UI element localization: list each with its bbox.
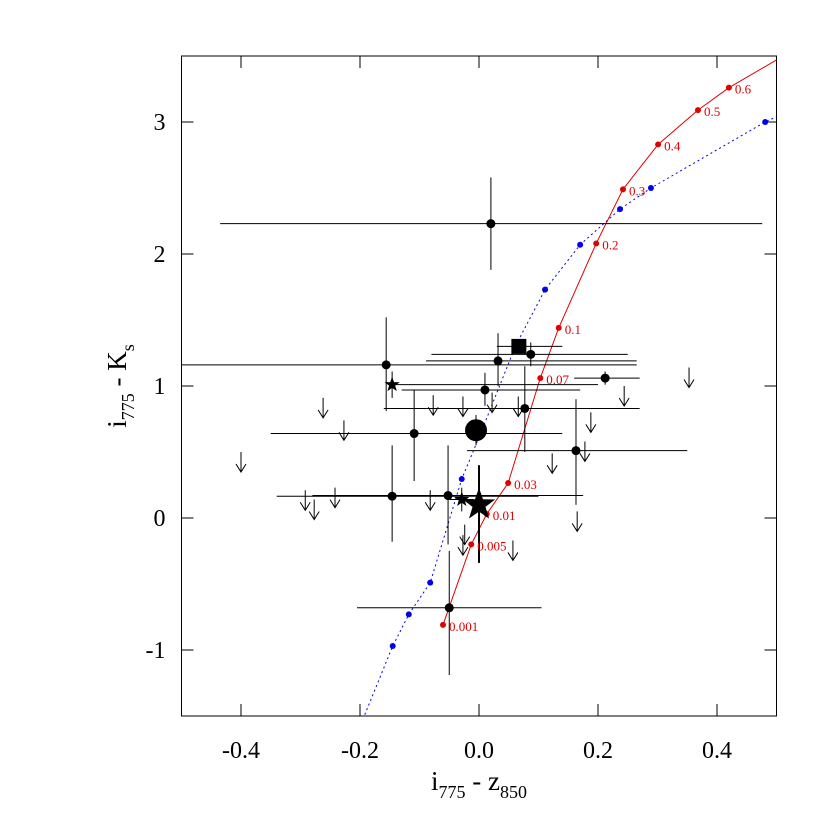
y-tick-label: 2 bbox=[154, 242, 166, 268]
label-sub: 850 bbox=[500, 782, 527, 802]
y-tick-label: 1 bbox=[154, 374, 166, 400]
track-dot bbox=[389, 643, 396, 650]
upper-limit bbox=[235, 452, 247, 473]
label-sub: s bbox=[118, 344, 138, 351]
x-tick-label: -0.2 bbox=[341, 738, 379, 764]
upper-limit bbox=[459, 524, 471, 546]
label-part: i bbox=[431, 766, 439, 796]
upper-limit bbox=[424, 490, 436, 512]
x-axis-label: i775 - z850 bbox=[431, 766, 527, 802]
x-tick-label: 0.2 bbox=[583, 738, 613, 764]
track-dot bbox=[440, 621, 447, 628]
data-point bbox=[454, 491, 470, 506]
upper-limit bbox=[683, 367, 695, 389]
upper-limit bbox=[427, 395, 439, 417]
track-label: 0.001 bbox=[449, 619, 478, 634]
track-dot bbox=[617, 206, 624, 213]
track-dot bbox=[655, 141, 662, 148]
track-dot bbox=[405, 611, 412, 618]
track-dot bbox=[505, 480, 512, 487]
data-point bbox=[384, 376, 400, 392]
track-label: 0.5 bbox=[704, 104, 720, 119]
model-track bbox=[364, 116, 777, 715]
upper-limit bbox=[579, 441, 591, 463]
label-part: i bbox=[102, 420, 132, 428]
track-dot bbox=[458, 476, 465, 483]
upper-limit bbox=[308, 499, 320, 521]
upper-limit bbox=[457, 396, 469, 418]
x-tick-label: 0.0 bbox=[464, 738, 494, 764]
data-point bbox=[511, 338, 527, 354]
track-dot bbox=[647, 185, 654, 191]
track-dot bbox=[537, 375, 544, 382]
data-point bbox=[387, 491, 397, 501]
track-label: 0.07 bbox=[546, 372, 569, 387]
track-dot bbox=[593, 240, 600, 247]
data-point bbox=[486, 219, 496, 229]
data-point bbox=[409, 429, 419, 439]
y-tick-label: 3 bbox=[154, 110, 166, 136]
label-sub: 775 bbox=[439, 782, 466, 802]
data-point bbox=[526, 349, 536, 359]
data-point bbox=[493, 356, 503, 366]
y-axis-label: i775 - Ks bbox=[102, 344, 138, 428]
track-label: 0.3 bbox=[629, 183, 645, 198]
upper-limit bbox=[618, 386, 630, 407]
upper-limit bbox=[585, 412, 597, 434]
track-dot bbox=[577, 241, 584, 248]
data-point bbox=[465, 419, 488, 442]
track-dot bbox=[555, 324, 562, 331]
x-tick-label: -0.4 bbox=[222, 738, 260, 764]
track-dot bbox=[762, 119, 769, 125]
y-tick-label: 0 bbox=[154, 506, 166, 532]
track-dot bbox=[619, 186, 626, 193]
upper-limit bbox=[299, 490, 311, 512]
data-point bbox=[462, 487, 496, 519]
track-dot bbox=[427, 579, 434, 586]
upper-limit bbox=[457, 535, 469, 557]
label-part: - z bbox=[466, 766, 500, 796]
track-dot bbox=[542, 286, 549, 293]
plot-area bbox=[181, 59, 777, 715]
upper-limit bbox=[317, 397, 329, 419]
track-label: 0.03 bbox=[514, 477, 537, 492]
track-label: 0.6 bbox=[735, 82, 752, 97]
plot-frame bbox=[181, 55, 777, 717]
data-point bbox=[600, 373, 610, 383]
upper-limit bbox=[546, 453, 558, 475]
data-point bbox=[520, 403, 530, 413]
upper-limit bbox=[507, 540, 519, 562]
track-label: 0.4 bbox=[664, 138, 681, 153]
upper-limit bbox=[329, 487, 341, 509]
track-label: 0.1 bbox=[565, 322, 581, 337]
track-dot bbox=[468, 541, 475, 548]
track-label: 0.005 bbox=[477, 538, 506, 553]
y-tick-label: -1 bbox=[146, 638, 166, 664]
track-dot bbox=[694, 107, 701, 114]
track-dot bbox=[725, 84, 732, 91]
data-point bbox=[443, 491, 453, 501]
data-point bbox=[480, 385, 490, 395]
upper-limit bbox=[486, 392, 498, 414]
x-tick-label: 0.4 bbox=[702, 738, 732, 764]
upper-limit bbox=[571, 511, 583, 533]
track-label: 0.2 bbox=[602, 237, 618, 252]
track-label: 0.01 bbox=[493, 508, 516, 523]
data-point bbox=[444, 603, 454, 613]
label-sub: 775 bbox=[118, 393, 138, 420]
model-track bbox=[442, 59, 777, 626]
upper-limit bbox=[338, 420, 350, 442]
data-point bbox=[571, 446, 581, 456]
label-part: - K bbox=[102, 351, 132, 393]
data-point bbox=[381, 360, 391, 370]
